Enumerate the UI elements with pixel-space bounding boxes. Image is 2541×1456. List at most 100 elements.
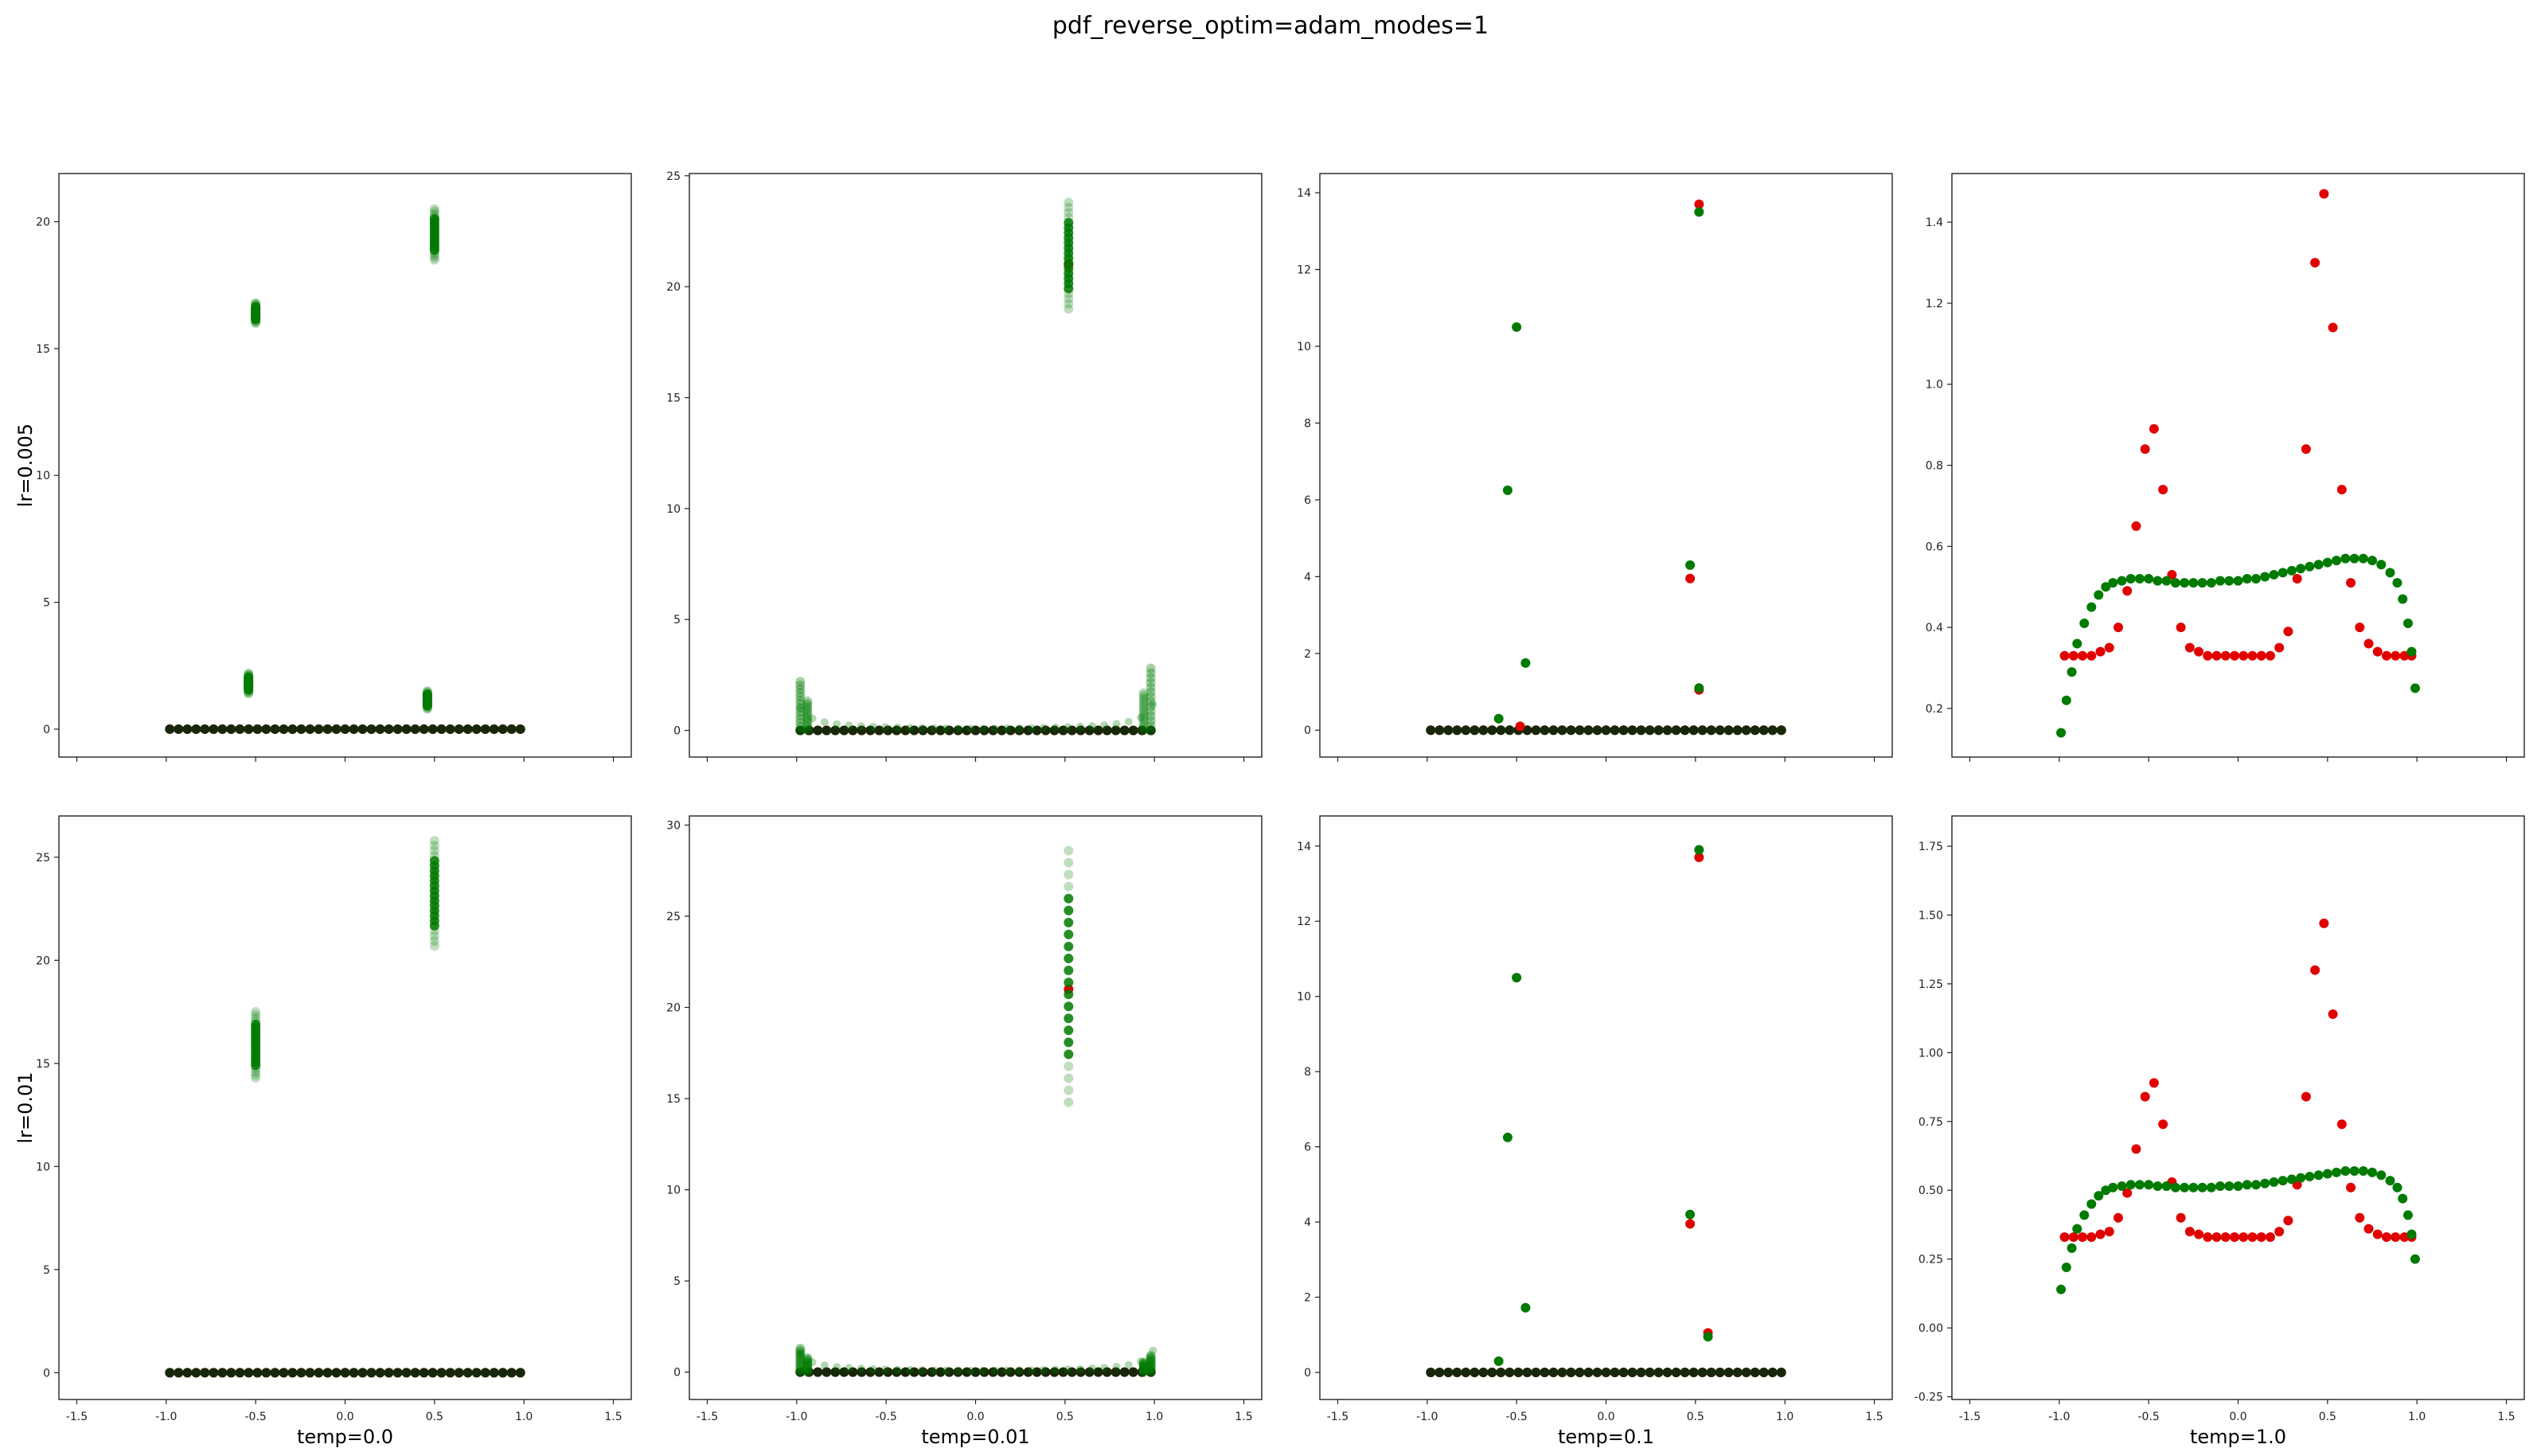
model-point xyxy=(997,725,1007,736)
ytick-label: 14 xyxy=(1297,187,1311,200)
model-point xyxy=(795,725,806,736)
model-point xyxy=(2079,1210,2090,1220)
model-point xyxy=(795,1360,806,1370)
target-point xyxy=(2184,1227,2195,1237)
ylabel: lr=0.01 xyxy=(14,1072,37,1143)
model-point xyxy=(1146,682,1156,693)
model-point xyxy=(1478,725,1489,736)
target-point xyxy=(1515,721,1525,732)
model-point xyxy=(1557,1367,1567,1377)
ytick-label: 30 xyxy=(666,819,681,832)
xtick-label: -0.5 xyxy=(1505,1411,1527,1423)
model-point xyxy=(1137,725,1147,736)
model-point xyxy=(988,725,998,736)
model-point xyxy=(2206,578,2216,588)
model-point xyxy=(1110,1367,1121,1377)
model-point xyxy=(893,723,902,732)
target-point xyxy=(2274,642,2285,653)
ytick-label: 4 xyxy=(1304,1216,1311,1229)
model-point xyxy=(1039,1365,1048,1374)
model-point xyxy=(1493,1356,1504,1366)
model-point xyxy=(1064,1365,1072,1374)
model-point xyxy=(2392,578,2402,588)
model-point xyxy=(1732,725,1743,736)
model-point xyxy=(2067,667,2077,677)
model-point xyxy=(1084,1367,1095,1377)
target-point xyxy=(2391,1232,2401,1243)
model-point xyxy=(802,709,813,720)
target-point xyxy=(2203,650,2213,661)
model-point xyxy=(251,1016,261,1026)
model-point xyxy=(795,1367,806,1377)
xtick-label: -1.0 xyxy=(1416,1411,1438,1423)
model-point xyxy=(1671,1367,1681,1377)
model-point xyxy=(244,668,254,678)
model-point xyxy=(1075,722,1084,731)
ytick-label: 5 xyxy=(43,1264,50,1277)
model-point xyxy=(1138,711,1149,721)
model-point xyxy=(802,1358,813,1368)
xtick-label: 1.0 xyxy=(1146,1411,1163,1423)
target-point xyxy=(2230,650,2240,661)
model-point xyxy=(471,724,482,734)
model-point xyxy=(251,298,261,308)
model-point xyxy=(2125,1180,2136,1190)
model-point xyxy=(1064,1085,1074,1095)
target-point xyxy=(2158,1119,2168,1130)
model-point xyxy=(930,724,939,732)
target-point xyxy=(2265,650,2275,661)
model-point xyxy=(2402,1210,2413,1220)
model-point xyxy=(2101,582,2111,592)
model-point xyxy=(1610,725,1620,736)
model-point xyxy=(1138,700,1149,710)
target-point xyxy=(1685,1219,1696,1229)
ytick-label: 15 xyxy=(666,392,681,404)
model-point xyxy=(795,1353,806,1363)
subplot-r0-c3: 0.2 0.4 0.6 0.8 1.0 1.2 1.4 xyxy=(1926,173,2525,762)
model-point xyxy=(1087,722,1096,731)
model-point xyxy=(2367,556,2378,566)
model-point xyxy=(340,724,350,734)
model-point xyxy=(287,1368,298,1378)
target-point xyxy=(2355,1212,2365,1223)
model-point xyxy=(1512,973,1522,983)
model-point xyxy=(322,724,333,734)
model-point xyxy=(2349,553,2360,564)
model-point xyxy=(392,1368,403,1378)
xtick-label: 0.5 xyxy=(2319,1411,2336,1423)
model-point xyxy=(802,698,813,708)
model-point xyxy=(1697,1367,1708,1377)
model-point xyxy=(1697,725,1708,736)
model-point xyxy=(1694,207,1704,217)
model-point xyxy=(2269,1177,2279,1187)
xtick-label: 1.5 xyxy=(2497,1411,2515,1423)
model-point xyxy=(892,1367,902,1377)
model-point xyxy=(1138,691,1149,701)
model-point xyxy=(1461,1367,1471,1377)
model-point xyxy=(865,725,876,736)
model-point xyxy=(2340,553,2351,564)
model-point xyxy=(1767,1367,1778,1377)
xtick-label: -1.5 xyxy=(66,1411,88,1423)
model-point xyxy=(2224,1181,2235,1192)
model-point xyxy=(252,724,263,734)
target-point xyxy=(2086,650,2097,661)
model-point xyxy=(857,1367,867,1377)
target-point xyxy=(2122,1188,2133,1198)
model-point xyxy=(2086,1199,2097,1209)
ytick-label: 20 xyxy=(666,1002,681,1015)
model-point xyxy=(182,1368,193,1378)
model-point xyxy=(802,705,813,716)
model-point xyxy=(795,1347,806,1357)
model-point xyxy=(1003,724,1012,733)
ytick-label: 0.6 xyxy=(1926,541,1943,553)
model-point xyxy=(2188,578,2199,588)
model-point xyxy=(1128,1367,1138,1377)
model-point xyxy=(1520,1302,1531,1313)
model-point xyxy=(251,1013,261,1023)
model-point xyxy=(2250,574,2261,584)
model-point xyxy=(1138,1360,1149,1370)
target-point xyxy=(2068,650,2078,661)
target-point xyxy=(2176,1212,2186,1223)
model-point xyxy=(296,1368,306,1378)
